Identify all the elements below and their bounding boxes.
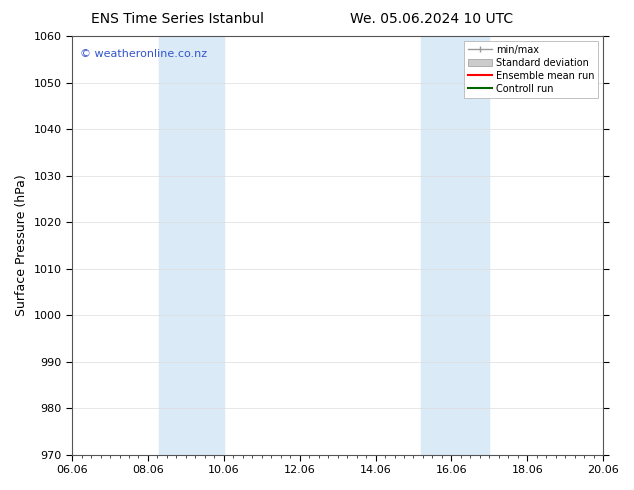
Y-axis label: Surface Pressure (hPa): Surface Pressure (hPa) xyxy=(15,174,28,316)
Legend: min/max, Standard deviation, Ensemble mean run, Controll run: min/max, Standard deviation, Ensemble me… xyxy=(464,41,598,98)
Text: ENS Time Series Istanbul: ENS Time Series Istanbul xyxy=(91,12,264,26)
Text: © weatheronline.co.nz: © weatheronline.co.nz xyxy=(80,49,207,59)
Bar xyxy=(159,36,224,455)
Text: We. 05.06.2024 10 UTC: We. 05.06.2024 10 UTC xyxy=(349,12,513,26)
Bar xyxy=(421,36,489,455)
